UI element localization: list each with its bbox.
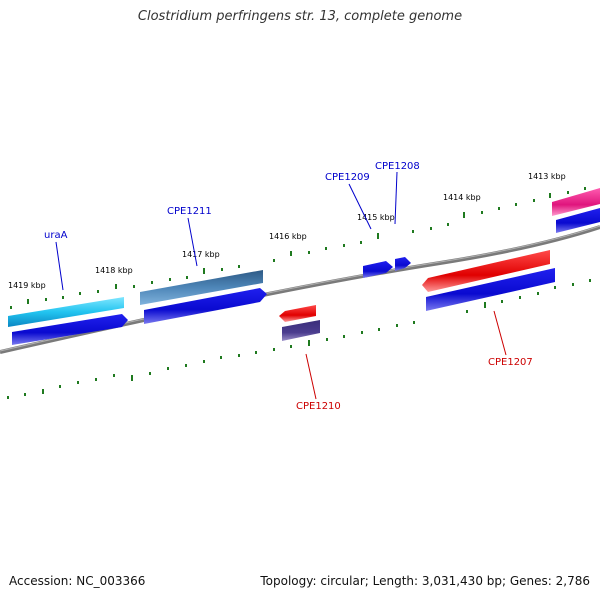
tick-label-1417: 1417 kbp: [182, 250, 220, 259]
genome-summary: Topology: circular; Length: 3,031,430 bp…: [260, 574, 590, 588]
accession-label: Accession: NC_003366: [9, 574, 146, 588]
forward-scale-ticks: [10, 187, 586, 309]
tick-label-1416: 1416 kbp: [269, 232, 307, 241]
gene-CPE1210[interactable]: [279, 305, 316, 322]
leader-uraA: [55, 241, 64, 291]
tick-label-1413: 1413 kbp: [528, 172, 566, 181]
cds-partial-blue[interactable]: [556, 208, 600, 233]
label-CPE1207: CPE1207: [488, 357, 533, 368]
gene-CPE1208[interactable]: [395, 257, 411, 271]
tick-label-1418: 1418 kbp: [95, 266, 133, 275]
gene-CPE1211[interactable]: [140, 270, 263, 305]
map-title: Clostridium perfringens str. 13, complet…: [137, 9, 463, 24]
gene-uraA[interactable]: [8, 297, 124, 327]
leader-CPE1209: [348, 183, 372, 230]
gene-CPE1209[interactable]: [363, 261, 393, 278]
cds-uraA[interactable]: [12, 314, 128, 345]
leader-CPE1211: [187, 217, 198, 267]
cds-CPE1207[interactable]: [426, 268, 555, 311]
label-CPE1211: CPE1211: [167, 206, 212, 217]
label-CPE1209: CPE1209: [325, 172, 370, 183]
label-CPE1208: CPE1208: [375, 161, 420, 172]
tick-label-1415: 1415 kbp: [357, 213, 395, 222]
leader-CPE1210: [305, 353, 317, 400]
gene-CPE1207[interactable]: [422, 250, 550, 292]
label-CPE1210: CPE1210: [296, 401, 341, 412]
cds-CPE1211[interactable]: [144, 288, 267, 324]
leader-CPE1208: [394, 171, 398, 225]
label-uraA: uraA: [44, 230, 68, 241]
tick-label-1414: 1414 kbp: [443, 193, 481, 202]
reverse-scale-ticks: [7, 279, 591, 399]
tick-label-1419: 1419 kbp: [8, 281, 46, 290]
cds-CPE1210[interactable]: [282, 320, 320, 341]
leader-CPE1207: [493, 310, 507, 356]
gene-partial-pink[interactable]: [552, 188, 600, 216]
